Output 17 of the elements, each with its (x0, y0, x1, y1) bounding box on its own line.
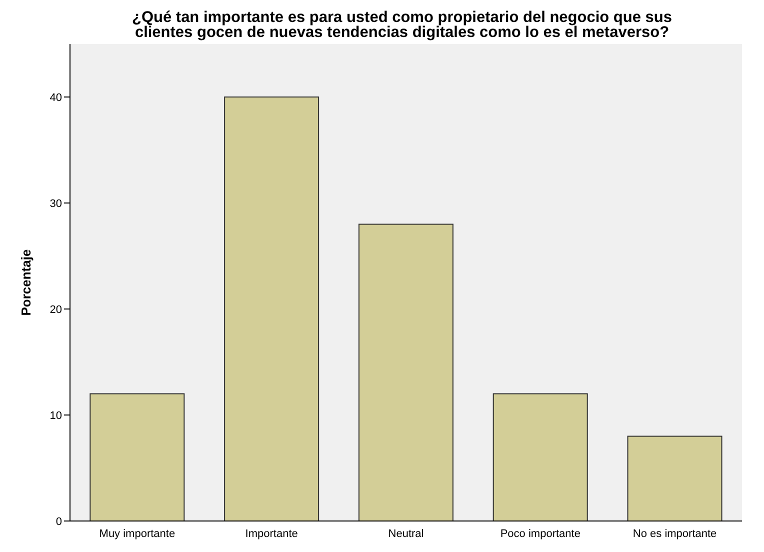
x-tick-label: Poco importante (500, 528, 580, 540)
y-tick-label: 10 (50, 410, 62, 422)
y-tick-label: 40 (50, 92, 62, 104)
y-axis-title: Porcentaje (18, 249, 34, 316)
bar (90, 393, 185, 521)
x-tick-label: No es importante (632, 528, 717, 540)
bar (358, 224, 454, 521)
x-tick-label: Muy importante (99, 528, 176, 540)
bar (627, 436, 722, 521)
x-tick-label: Neutral (388, 528, 424, 540)
bar (224, 96, 320, 521)
x-tick-label: Importante (245, 528, 298, 540)
chart-title: ¿Qué tan importante es para usted como propietario del negocio que sus clientes gocen de nuevas tendencias digitales como lo es el metaverso? (130, 9, 673, 41)
y-tick-label: 30 (50, 198, 62, 210)
y-tick-label: 0 (56, 516, 62, 528)
bar (492, 393, 588, 521)
y-tick-label: 20 (50, 304, 62, 316)
